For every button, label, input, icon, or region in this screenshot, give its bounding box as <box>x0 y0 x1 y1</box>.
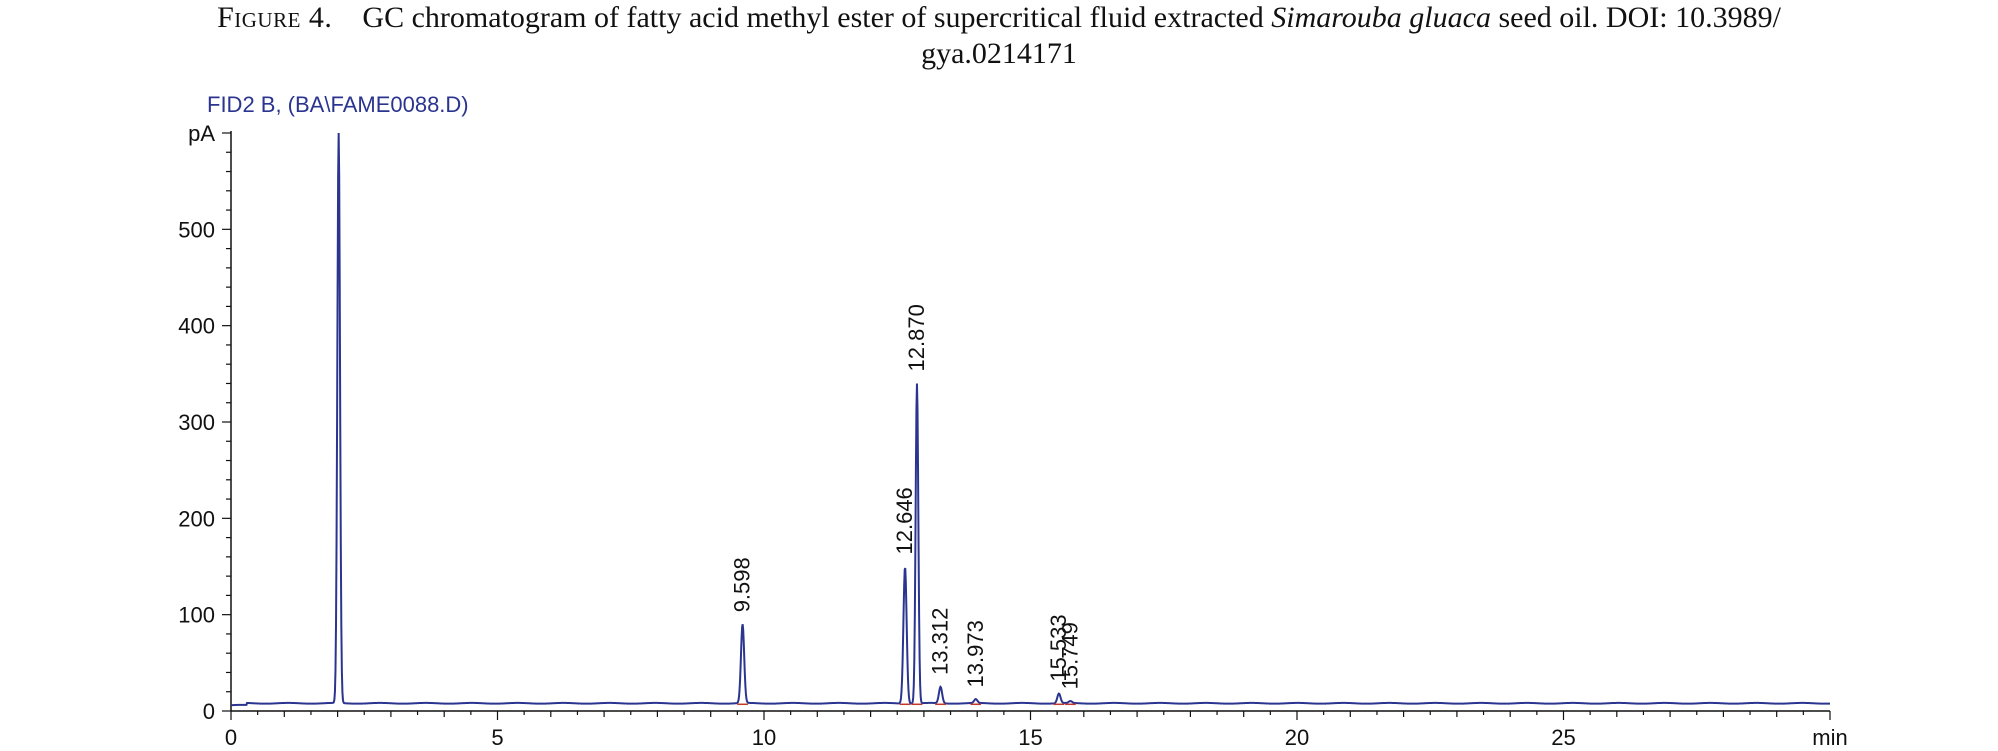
figure-caption: Figure 4. GC chromatogram of fatty acid … <box>0 0 1998 72</box>
x-tick-label: 0 <box>225 725 237 750</box>
peak-label: 12.870 <box>904 304 929 371</box>
x-tick-label: 10 <box>752 725 776 750</box>
caption-species: Simarouba gluaca <box>1271 1 1491 34</box>
y-tick-label: 100 <box>178 603 215 628</box>
x-tick-label: 25 <box>1551 725 1575 750</box>
x-tick-label: 5 <box>491 725 503 750</box>
x-tick-label: 20 <box>1285 725 1309 750</box>
peak-label: 15.749 <box>1057 622 1082 689</box>
signal-name: FID2 B, (BA\FAME0088.D) <box>207 92 469 117</box>
y-tick-label: 400 <box>178 314 215 339</box>
peak-label: 15.533 <box>1046 614 1071 681</box>
chromatogram-trace <box>230 132 1831 707</box>
y-tick-label: 300 <box>178 410 215 435</box>
peak-labels: 9.598 12.646 12.870 13.312 13.973 15.53315.74… <box>730 304 1083 689</box>
peak-label: 13.973 <box>963 620 988 687</box>
caption-doi: seed oil. DOI: 10.3989/ <box>1490 1 1781 34</box>
peak-label: 12.646 <box>892 487 917 554</box>
y-tick-label: 200 <box>178 506 215 531</box>
caption-line-1: Figure 4. GC chromatogram of fatty acid … <box>0 0 1998 36</box>
peak-label: 13.312 <box>928 608 953 675</box>
y-axis-label: pA <box>188 121 215 146</box>
peak-label: 9.598 <box>730 557 755 612</box>
figure-label: Figure 4. <box>217 1 333 34</box>
x-tick-label: 15 <box>1018 725 1042 750</box>
axis-ticks: 0 100 200 300 400 500 pA 0 5 10 15 20 25 min <box>178 121 1847 750</box>
caption-text: GC chromatogram of fatty acid methyl est… <box>362 1 1272 34</box>
y-tick-label: 500 <box>178 217 215 242</box>
y-tick-label: 0 <box>203 699 215 724</box>
axes <box>230 131 1830 712</box>
x-axis-label: min <box>1812 725 1847 750</box>
caption-line-2: gya.0214171 <box>921 37 1077 70</box>
